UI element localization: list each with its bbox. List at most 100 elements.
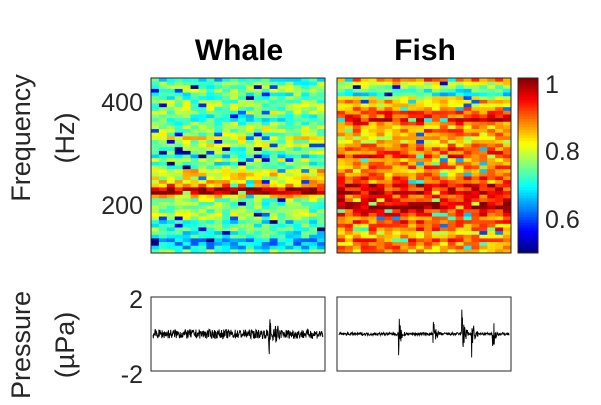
fish-heatmap-cell <box>416 158 425 163</box>
whale-heatmap-cell <box>317 99 326 104</box>
fish-heatmap-cell <box>463 136 472 141</box>
whale-heatmap-cell <box>269 212 278 217</box>
whale-heatmap-cell <box>230 234 239 239</box>
fish-heatmap-cell <box>503 234 512 239</box>
fish-heatmap-cell <box>479 161 488 166</box>
fish-heatmap-cell <box>360 132 370 137</box>
whale-heatmap-cell <box>151 150 160 155</box>
whale-heatmap-cell <box>230 110 239 115</box>
fish-heatmap-cell <box>400 220 409 225</box>
fish-heatmap-cell <box>400 231 409 236</box>
fish-heatmap-cell <box>400 194 409 199</box>
whale-heatmap-cell <box>222 180 231 185</box>
whale-heatmap-cell <box>269 234 278 239</box>
fish-heatmap-cell <box>360 245 370 250</box>
fish-heatmap-cell <box>384 216 393 221</box>
whale-heatmap-cell <box>245 209 255 214</box>
fish-heatmap-cell <box>503 183 512 188</box>
fish-heatmap-cell <box>479 169 488 174</box>
fish-heatmap-cell <box>368 191 377 196</box>
fish-heatmap-cell <box>431 129 441 134</box>
whale-heatmap-cell <box>166 169 176 174</box>
whale-heatmap-cell <box>151 158 160 163</box>
fish-heatmap-cell <box>344 187 354 192</box>
fish-heatmap-cell <box>479 136 488 141</box>
whale-heatmap-cell <box>198 118 207 123</box>
whale-heatmap-cell <box>151 118 160 123</box>
whale-heatmap-cell <box>151 114 160 119</box>
whale-heatmap-cell <box>174 147 184 152</box>
fish-heatmap-cell <box>495 136 504 141</box>
fish-heatmap-cell <box>352 110 362 115</box>
fish-heatmap-cell <box>376 165 385 170</box>
whale-heatmap-cell <box>206 212 215 217</box>
fish-heatmap-cell <box>360 143 370 148</box>
whale-heatmap-cell <box>309 110 318 115</box>
fish-heatmap-cell <box>424 227 433 232</box>
whale-heatmap-cell <box>261 245 271 250</box>
whale-heatmap-cell <box>198 176 207 181</box>
fish-heatmap-cell <box>408 220 417 225</box>
fish-heatmap-cell <box>400 238 409 243</box>
fish-heatmap-cell <box>487 81 496 86</box>
whale-heatmap-cell <box>174 99 184 104</box>
whale-heatmap-cell <box>206 231 215 236</box>
whale-heatmap-cell <box>206 143 215 148</box>
fish-heatmap-cell <box>503 129 512 134</box>
fish-heatmap-cell <box>416 85 425 90</box>
whale-heatmap-cell <box>182 107 191 112</box>
fish-heatmap-cell <box>376 234 385 239</box>
whale-heatmap-cell <box>174 139 184 145</box>
fish-heatmap-cell <box>376 220 385 225</box>
fish-heatmap-cell <box>447 125 457 130</box>
whale-heatmap-cell <box>293 231 302 236</box>
fish-heatmap-cell <box>337 129 346 134</box>
whale-heatmap-cell <box>198 180 207 185</box>
colorbar-segment <box>518 231 538 235</box>
fish-heatmap-cell <box>487 88 496 93</box>
fish-heatmap-cell <box>352 154 362 159</box>
fish-heatmap-cell <box>408 114 417 119</box>
fish-heatmap-cell <box>352 223 362 228</box>
whale-heatmap-cell <box>198 205 207 210</box>
whale-heatmap-cell <box>269 242 278 247</box>
whale-heatmap-cell <box>261 201 271 207</box>
fish-heatmap-cell <box>471 194 480 199</box>
fish-heatmap-cell <box>463 231 472 236</box>
fish-heatmap-cell <box>431 223 441 228</box>
whale-heatmap-cell <box>198 136 207 141</box>
fish-heatmap-cell <box>463 99 472 104</box>
whale-heatmap-cell <box>261 88 271 93</box>
colorbar-tick-1: 1 <box>545 71 559 99</box>
whale-heatmap-cell <box>317 180 326 185</box>
fish-heatmap-cell <box>463 121 472 126</box>
colorbar-segment <box>518 78 538 82</box>
whale-heatmap-cell <box>277 198 286 203</box>
whale-heatmap-cell <box>238 121 247 126</box>
fish-heatmap-cell <box>344 161 354 166</box>
whale-heatmap-cell <box>198 209 207 214</box>
whale-heatmap-cell <box>198 198 207 203</box>
fish-heatmap-cell <box>337 187 346 192</box>
whale-heatmap-cell <box>277 143 286 148</box>
fish-heatmap-cell <box>352 245 362 250</box>
whale-heatmap-cell <box>190 223 199 228</box>
whale-heatmap-cell <box>151 238 160 243</box>
fish-heatmap-cell <box>344 165 354 170</box>
fish-heatmap-cell <box>463 143 472 148</box>
fish-heatmap-cell <box>487 198 496 203</box>
fish-heatmap-cell <box>487 205 496 210</box>
whale-heatmap-cell <box>293 198 302 203</box>
whale-heatmap-cell <box>198 114 207 119</box>
fish-heatmap-cell <box>463 187 472 192</box>
whale-heatmap-cell <box>214 132 223 137</box>
colorbar-segment <box>518 195 538 199</box>
fish-heatmap-cell <box>368 158 377 163</box>
fish-heatmap-cell <box>447 110 457 115</box>
fish-heatmap-cell <box>431 158 441 163</box>
whale-heatmap-cell <box>206 161 215 166</box>
fish-heatmap-cell <box>439 183 449 188</box>
fish-heatmap-cell <box>384 143 393 148</box>
fish-heatmap-cell <box>471 114 480 119</box>
fish-heatmap-cell <box>455 85 464 90</box>
